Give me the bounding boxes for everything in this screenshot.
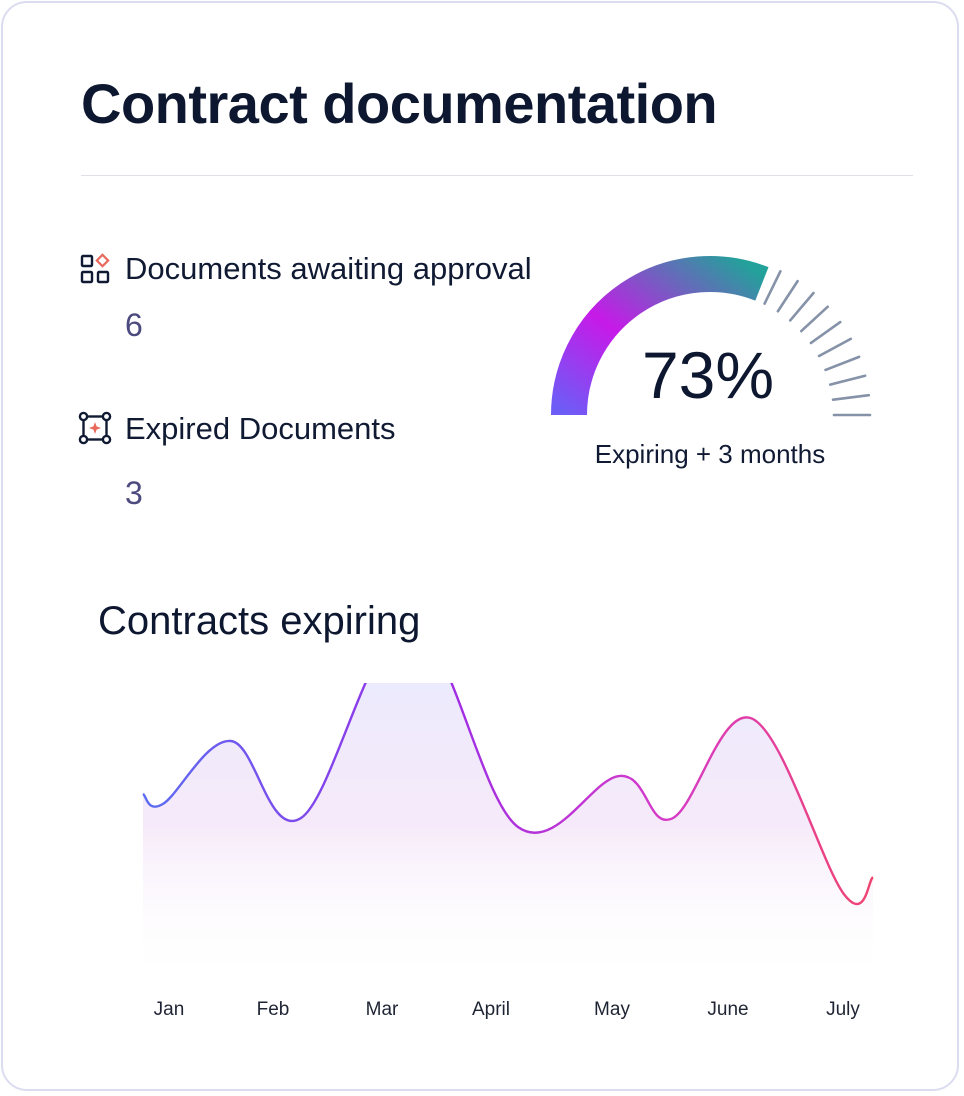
chart-title: Contracts expiring <box>98 599 421 643</box>
chart-x-axis: Jan Feb Mar April May June July <box>154 999 861 1020</box>
x-tick-label: Feb <box>257 999 290 1020</box>
x-tick-label: June <box>707 999 748 1020</box>
x-tick-label: Jan <box>154 999 185 1020</box>
expiring-gauge <box>551 256 872 417</box>
bounding-box-sparkle-icon <box>78 411 112 445</box>
gauge-remaining-ticks <box>763 270 872 417</box>
chart-area-fill <box>143 683 873 983</box>
x-tick-label: April <box>472 999 510 1020</box>
chart-series-line <box>142 683 874 905</box>
x-tick-label: May <box>594 999 630 1020</box>
stat-value-expired-documents: 3 <box>125 475 143 511</box>
gauge-tick <box>788 291 815 322</box>
gauge-tick <box>824 355 861 372</box>
page-title: Contract documentation <box>81 72 718 135</box>
gauge-tick <box>828 374 867 386</box>
stat-label-expired-documents: Expired Documents <box>125 411 396 446</box>
gauge-tick <box>763 270 782 305</box>
divider <box>81 175 913 176</box>
stat-value-awaiting-approval: 6 <box>125 307 143 343</box>
stat-label-awaiting-approval: Documents awaiting approval <box>125 251 532 286</box>
x-tick-label: Mar <box>366 999 399 1020</box>
x-tick-label: July <box>826 999 860 1020</box>
contracts-expiring-chart: Jan Feb Mar April May June July <box>142 683 874 1020</box>
gauge-tick <box>809 320 842 345</box>
gauge-fill-arc <box>551 256 769 416</box>
widgets-diamond-icon <box>80 253 110 284</box>
gauge-tick <box>817 337 853 358</box>
gauge-tick <box>799 305 830 333</box>
gauge-tick <box>776 279 799 313</box>
gauge-percent-value: 73% <box>641 338 775 412</box>
gauge-tick <box>831 393 871 401</box>
gauge-caption: Expiring + 3 months <box>594 439 826 469</box>
